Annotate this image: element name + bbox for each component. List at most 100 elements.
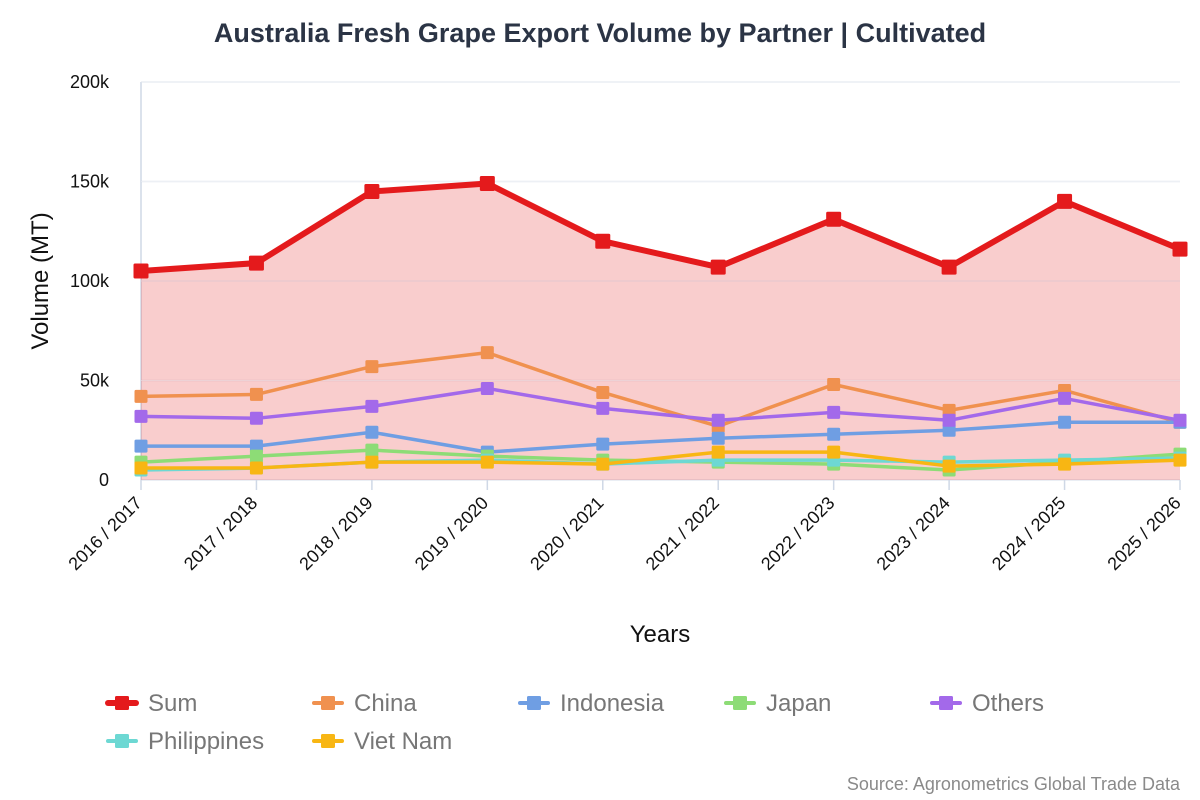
legend-item-indonesia: Indonesia [518, 690, 665, 717]
data-point-others [249, 411, 263, 425]
legend-item-sum: Sum [105, 690, 197, 717]
x-tick-label: 2023 / 2024 [873, 493, 954, 574]
legend-label: Japan [766, 690, 831, 717]
data-point-indonesia [942, 423, 956, 437]
series-line-china [139, 350, 1182, 429]
data-point-china [942, 403, 956, 417]
x-tick-label: 2020 / 2021 [526, 493, 607, 574]
data-point-japan [249, 449, 263, 463]
legend-marker [527, 696, 541, 710]
legend-label: Philippines [148, 728, 264, 755]
data-point-others [596, 401, 610, 415]
data-point-china [596, 385, 610, 399]
y-tick-label: 0 [99, 470, 109, 490]
legend-label: Sum [148, 690, 197, 717]
data-point-others [480, 381, 494, 395]
x-axis-title: Years [630, 621, 691, 648]
x-tick-label: 2024 / 2025 [988, 493, 1069, 574]
legend-label: Viet Nam [354, 728, 452, 755]
data-point-china [249, 387, 263, 401]
y-axis-title: Volume (MT) [27, 212, 54, 349]
series-line-indonesia [139, 420, 1182, 454]
legend-item-viet-nam: Viet Nam [312, 728, 452, 755]
y-tick-label: 150k [70, 172, 110, 192]
x-tick-label: 2016 / 2017 [64, 493, 145, 574]
legend-item-china: China [312, 690, 417, 717]
plot-area [133, 81, 1188, 481]
series-sum [133, 175, 1188, 279]
y-axis-ticks: 0 50k 100k 150k 200k [70, 72, 110, 490]
data-point-indonesia [1058, 415, 1072, 429]
data-point-viet-nam [942, 459, 956, 473]
data-point-sum [1057, 193, 1073, 209]
chart-title: Australia Fresh Grape Export Volume by P… [214, 18, 986, 48]
x-tick-label: 2018 / 2019 [295, 493, 376, 574]
data-point-viet-nam [249, 461, 263, 475]
data-point-others [134, 409, 148, 423]
legend-marker [321, 696, 335, 710]
series-line-viet-nam [139, 450, 1182, 470]
data-point-viet-nam [1058, 457, 1072, 471]
legend-label: China [354, 690, 417, 717]
data-point-others [1058, 391, 1072, 405]
x-tick-label: 2022 / 2023 [757, 493, 838, 574]
legend-marker [939, 696, 953, 710]
legend: Sum China Indonesia Japan Others Philippines V… [105, 690, 1044, 755]
series-line-sum [138, 180, 1183, 275]
x-tick-label: 2017 / 2018 [180, 493, 261, 574]
data-point-sum [1172, 241, 1188, 257]
legend-label: Indonesia [560, 690, 665, 717]
data-point-sum [595, 233, 611, 249]
y-tick-label: 50k [80, 371, 110, 391]
data-point-indonesia [134, 439, 148, 453]
data-point-sum [248, 255, 264, 271]
series-line-others [139, 386, 1182, 423]
data-point-viet-nam [711, 445, 725, 459]
data-point-others [1173, 413, 1187, 427]
x-tick-label: 2019 / 2020 [411, 493, 492, 574]
legend-marker [733, 696, 747, 710]
data-point-sum [826, 211, 842, 227]
series-viet-nam [134, 445, 1187, 475]
source-credit: Source: Agronometrics Global Trade Data [847, 774, 1181, 794]
y-tick-label: 200k [70, 72, 110, 92]
data-point-indonesia [249, 439, 263, 453]
data-point-viet-nam [596, 457, 610, 471]
data-point-china [134, 389, 148, 403]
data-point-china [827, 377, 841, 391]
x-tick-label: 2021 / 2022 [642, 493, 723, 574]
legend-item-philippines: Philippines [106, 728, 264, 755]
data-point-viet-nam [827, 445, 841, 459]
legend-label: Others [972, 690, 1044, 717]
x-axis-ticks: 2016 / 2017 2017 / 2018 2018 / 2019 2019 / … [64, 480, 1185, 574]
legend-item-others: Others [930, 690, 1044, 717]
series-others [134, 381, 1187, 427]
legend-marker [321, 734, 335, 748]
data-point-viet-nam [1173, 453, 1187, 467]
data-point-indonesia [596, 437, 610, 451]
data-point-indonesia [827, 427, 841, 441]
data-point-others [827, 405, 841, 419]
data-point-sum [133, 263, 149, 279]
sum-area [141, 183, 1180, 481]
data-point-viet-nam [365, 455, 379, 469]
data-point-indonesia [711, 431, 725, 445]
data-point-china [365, 360, 379, 374]
legend-item-japan: Japan [724, 690, 831, 717]
legend-marker [115, 734, 129, 748]
data-point-china [480, 346, 494, 360]
x-tick-label: 2025 / 2026 [1103, 493, 1184, 574]
data-point-sum [479, 175, 495, 191]
data-point-sum [941, 259, 957, 275]
data-point-sum [710, 259, 726, 275]
data-point-japan [365, 443, 379, 457]
data-point-sum [364, 183, 380, 199]
y-tick-label: 100k [70, 271, 110, 291]
data-point-indonesia [365, 425, 379, 439]
data-point-others [942, 413, 956, 427]
data-point-viet-nam [134, 461, 148, 475]
legend-marker [115, 696, 129, 710]
data-point-others [365, 399, 379, 413]
data-point-viet-nam [480, 455, 494, 469]
